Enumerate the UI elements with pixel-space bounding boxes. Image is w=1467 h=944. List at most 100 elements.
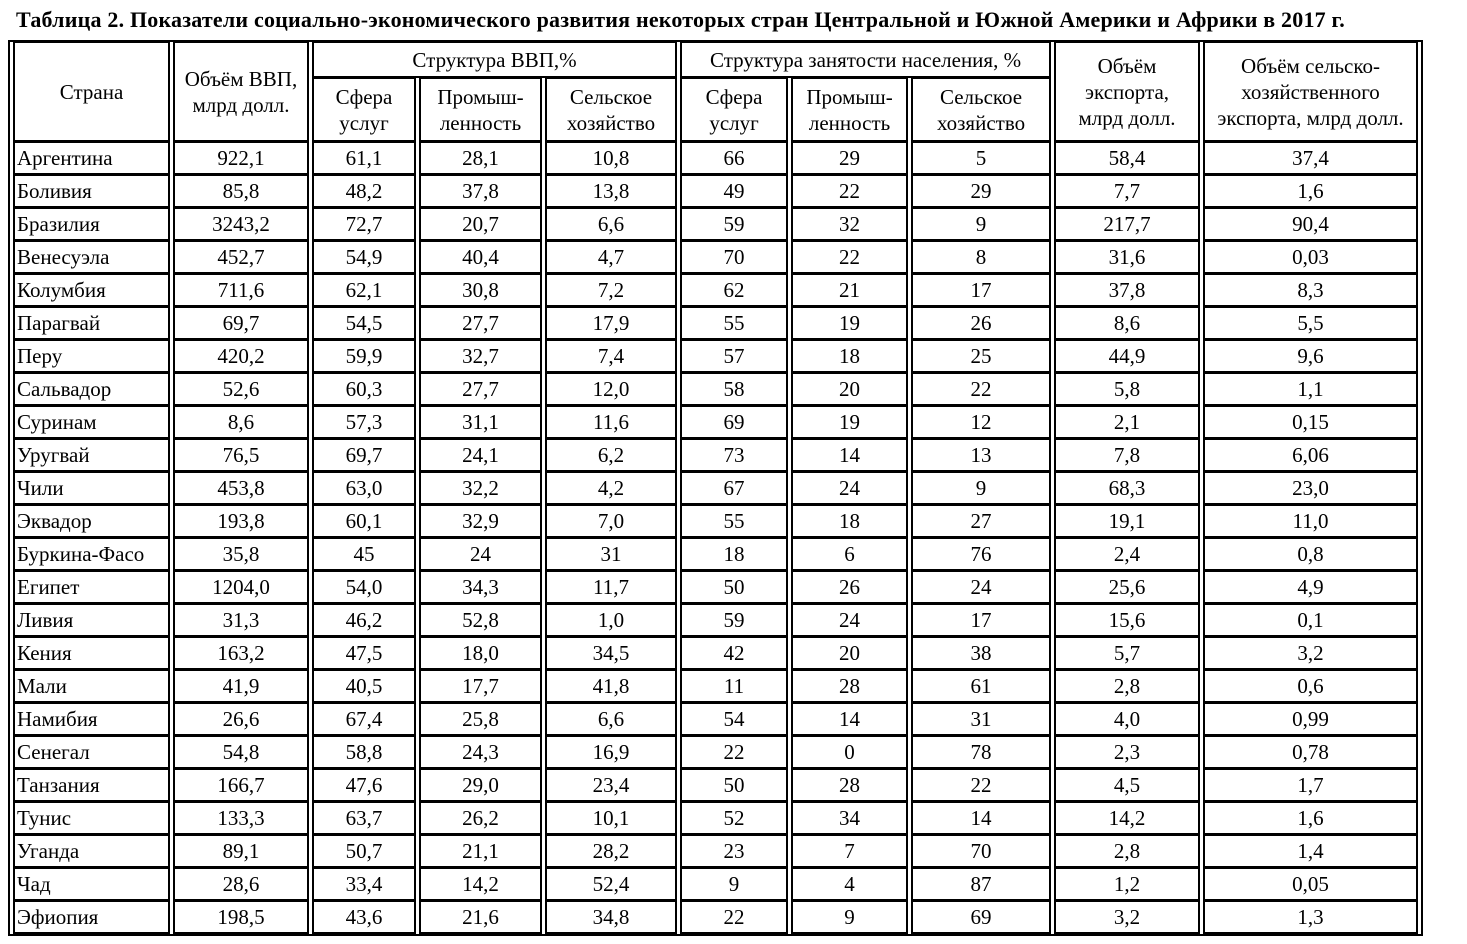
value-cell: 60,1 bbox=[312, 505, 416, 538]
value-cell: 44,9 bbox=[1054, 340, 1201, 373]
table-row: Колумбия 711,6 62,1 30,8 7,2 62 21 17 37,8 8,3 bbox=[13, 274, 1419, 307]
value-cell: 4,9 bbox=[1203, 571, 1419, 604]
value-cell: 42 bbox=[680, 637, 789, 670]
value-cell: 28 bbox=[791, 670, 909, 703]
value-cell: 1,6 bbox=[1203, 175, 1419, 208]
col-header-emp-services: Сфера услуг bbox=[680, 78, 789, 142]
value-cell: 0 bbox=[791, 736, 909, 769]
value-cell: 6 bbox=[791, 538, 909, 571]
col-header-emp-agriculture: Сельское хозяйство bbox=[911, 78, 1052, 142]
value-cell: 20,7 bbox=[419, 208, 542, 241]
value-cell: 78 bbox=[911, 736, 1052, 769]
value-cell: 60,3 bbox=[312, 373, 416, 406]
value-cell: 22 bbox=[680, 736, 789, 769]
value-cell: 711,6 bbox=[173, 274, 309, 307]
country-cell: Сальвадор bbox=[13, 373, 170, 406]
country-cell: Намибия bbox=[13, 703, 170, 736]
value-cell: 1,3 bbox=[1203, 901, 1419, 934]
country-cell: Эфиопия bbox=[13, 901, 170, 934]
value-cell: 18 bbox=[791, 505, 909, 538]
value-cell: 49 bbox=[680, 175, 789, 208]
value-cell: 27 bbox=[911, 505, 1052, 538]
value-cell: 28 bbox=[791, 769, 909, 802]
value-cell: 55 bbox=[680, 307, 789, 340]
value-cell: 9 bbox=[791, 901, 909, 934]
value-cell: 14,2 bbox=[419, 868, 542, 901]
value-cell: 59 bbox=[680, 604, 789, 637]
country-cell: Кения bbox=[13, 637, 170, 670]
value-cell: 52,6 bbox=[173, 373, 309, 406]
value-cell: 193,8 bbox=[173, 505, 309, 538]
value-cell: 43,6 bbox=[312, 901, 416, 934]
value-cell: 11,6 bbox=[545, 406, 678, 439]
value-cell: 67,4 bbox=[312, 703, 416, 736]
value-cell: 70 bbox=[911, 835, 1052, 868]
value-cell: 10,1 bbox=[545, 802, 678, 835]
value-cell: 90,4 bbox=[1203, 208, 1419, 241]
value-cell: 3,2 bbox=[1054, 901, 1201, 934]
value-cell: 14,2 bbox=[1054, 802, 1201, 835]
value-cell: 63,7 bbox=[312, 802, 416, 835]
value-cell: 18,0 bbox=[419, 637, 542, 670]
value-cell: 0,15 bbox=[1203, 406, 1419, 439]
value-cell: 452,7 bbox=[173, 241, 309, 274]
value-cell: 69,7 bbox=[312, 439, 416, 472]
country-cell: Египет bbox=[13, 571, 170, 604]
col-group-employment-structure: Структура занятости населения, % bbox=[680, 42, 1052, 78]
value-cell: 26 bbox=[791, 571, 909, 604]
value-cell: 34,3 bbox=[419, 571, 542, 604]
value-cell: 62,1 bbox=[312, 274, 416, 307]
country-cell: Венесуэла bbox=[13, 241, 170, 274]
value-cell: 29 bbox=[791, 142, 909, 175]
value-cell: 24 bbox=[419, 538, 542, 571]
value-cell: 48,2 bbox=[312, 175, 416, 208]
value-cell: 89,1 bbox=[173, 835, 309, 868]
value-cell: 7,8 bbox=[1054, 439, 1201, 472]
value-cell: 67 bbox=[680, 472, 789, 505]
col-header-agri-export: Объём сельско- хозяйственного экспорта, … bbox=[1203, 42, 1419, 142]
value-cell: 69 bbox=[911, 901, 1052, 934]
value-cell: 37,4 bbox=[1203, 142, 1419, 175]
value-cell: 24,1 bbox=[419, 439, 542, 472]
col-header-gdp-services: Сфера услуг bbox=[312, 78, 416, 142]
value-cell: 0,03 bbox=[1203, 241, 1419, 274]
value-cell: 32 bbox=[791, 208, 909, 241]
value-cell: 52,8 bbox=[419, 604, 542, 637]
header-row-groups: Страна Объём ВВП, млрд долл. Структура В… bbox=[13, 42, 1419, 142]
value-cell: 50 bbox=[680, 769, 789, 802]
value-cell: 20 bbox=[791, 373, 909, 406]
col-group-gdp-structure: Структура ВВП,% bbox=[312, 42, 678, 78]
value-cell: 24 bbox=[791, 604, 909, 637]
value-cell: 8,6 bbox=[1054, 307, 1201, 340]
value-cell: 54,0 bbox=[312, 571, 416, 604]
value-cell: 32,7 bbox=[419, 340, 542, 373]
value-cell: 45 bbox=[312, 538, 416, 571]
table-row: Чад 28,6 33,4 14,2 52,4 9 4 87 1,2 0,05 bbox=[13, 868, 1419, 901]
value-cell: 9 bbox=[680, 868, 789, 901]
value-cell: 12 bbox=[911, 406, 1052, 439]
value-cell: 34,5 bbox=[545, 637, 678, 670]
value-cell: 59 bbox=[680, 208, 789, 241]
country-cell: Мали bbox=[13, 670, 170, 703]
value-cell: 29 bbox=[911, 175, 1052, 208]
value-cell: 46,2 bbox=[312, 604, 416, 637]
value-cell: 52,4 bbox=[545, 868, 678, 901]
value-cell: 5,8 bbox=[1054, 373, 1201, 406]
value-cell: 11 bbox=[680, 670, 789, 703]
value-cell: 32,9 bbox=[419, 505, 542, 538]
country-cell: Чад bbox=[13, 868, 170, 901]
value-cell: 68,3 bbox=[1054, 472, 1201, 505]
value-cell: 24 bbox=[911, 571, 1052, 604]
col-header-gdp: Объём ВВП, млрд долл. bbox=[173, 42, 309, 142]
value-cell: 31,3 bbox=[173, 604, 309, 637]
value-cell: 69 bbox=[680, 406, 789, 439]
value-cell: 7,7 bbox=[1054, 175, 1201, 208]
value-cell: 24,3 bbox=[419, 736, 542, 769]
col-header-emp-industry: Промыш- ленность bbox=[791, 78, 909, 142]
value-cell: 58,4 bbox=[1054, 142, 1201, 175]
country-cell: Чили bbox=[13, 472, 170, 505]
value-cell: 25,6 bbox=[1054, 571, 1201, 604]
value-cell: 0,1 bbox=[1203, 604, 1419, 637]
table-row: Суринам 8,6 57,3 31,1 11,6 69 19 12 2,1 0,15 bbox=[13, 406, 1419, 439]
value-cell: 217,7 bbox=[1054, 208, 1201, 241]
